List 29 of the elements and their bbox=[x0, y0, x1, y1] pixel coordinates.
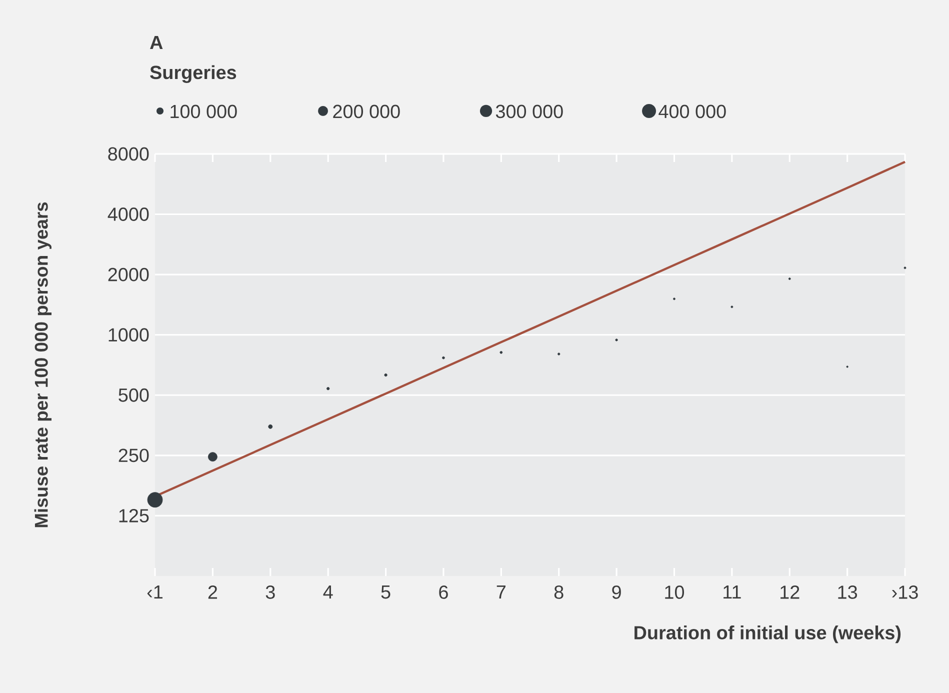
x-tick-label: 5 bbox=[381, 586, 390, 599]
x-tick-label: ›13 bbox=[892, 586, 918, 599]
y-tick-label: 125 bbox=[119, 508, 149, 522]
x-tick-label: 12 bbox=[780, 586, 800, 599]
x-tick-label: 7 bbox=[496, 586, 506, 599]
x-tick-label: 13 bbox=[838, 586, 858, 599]
legend-label: 300 000 bbox=[496, 104, 563, 118]
legend-label: 100 000 bbox=[170, 104, 237, 118]
x-tick-label: 4 bbox=[323, 586, 333, 599]
x-tick-label: 11 bbox=[724, 586, 741, 599]
x-tick-label: ‹1 bbox=[147, 586, 162, 599]
y-tick-label: 1000 bbox=[108, 328, 149, 342]
legend-label: 400 000 bbox=[658, 104, 726, 118]
x-tick-label: 8 bbox=[554, 586, 564, 599]
y-tick-label: 4000 bbox=[108, 208, 149, 221]
x-tick-label: 2 bbox=[208, 586, 218, 599]
y-tick-label: 250 bbox=[118, 448, 149, 462]
legend-title: Surgeries bbox=[150, 65, 236, 83]
x-axis-title: Duration of initial use (weeks) bbox=[634, 625, 901, 644]
y-tick-label: 500 bbox=[118, 388, 149, 402]
legend-label: 200 000 bbox=[333, 104, 400, 118]
chart-title: A bbox=[150, 36, 163, 49]
x-tick-label: 9 bbox=[612, 586, 621, 599]
y-tick-label: 2000 bbox=[108, 268, 149, 282]
x-tick-label: 3 bbox=[266, 586, 275, 599]
x-tick-label: 10 bbox=[665, 586, 684, 599]
x-tick-label: 6 bbox=[439, 586, 448, 599]
y-tick-label: 8000 bbox=[108, 147, 149, 161]
y-axis-title: Misuse rate per 100 000 person years bbox=[34, 202, 52, 528]
